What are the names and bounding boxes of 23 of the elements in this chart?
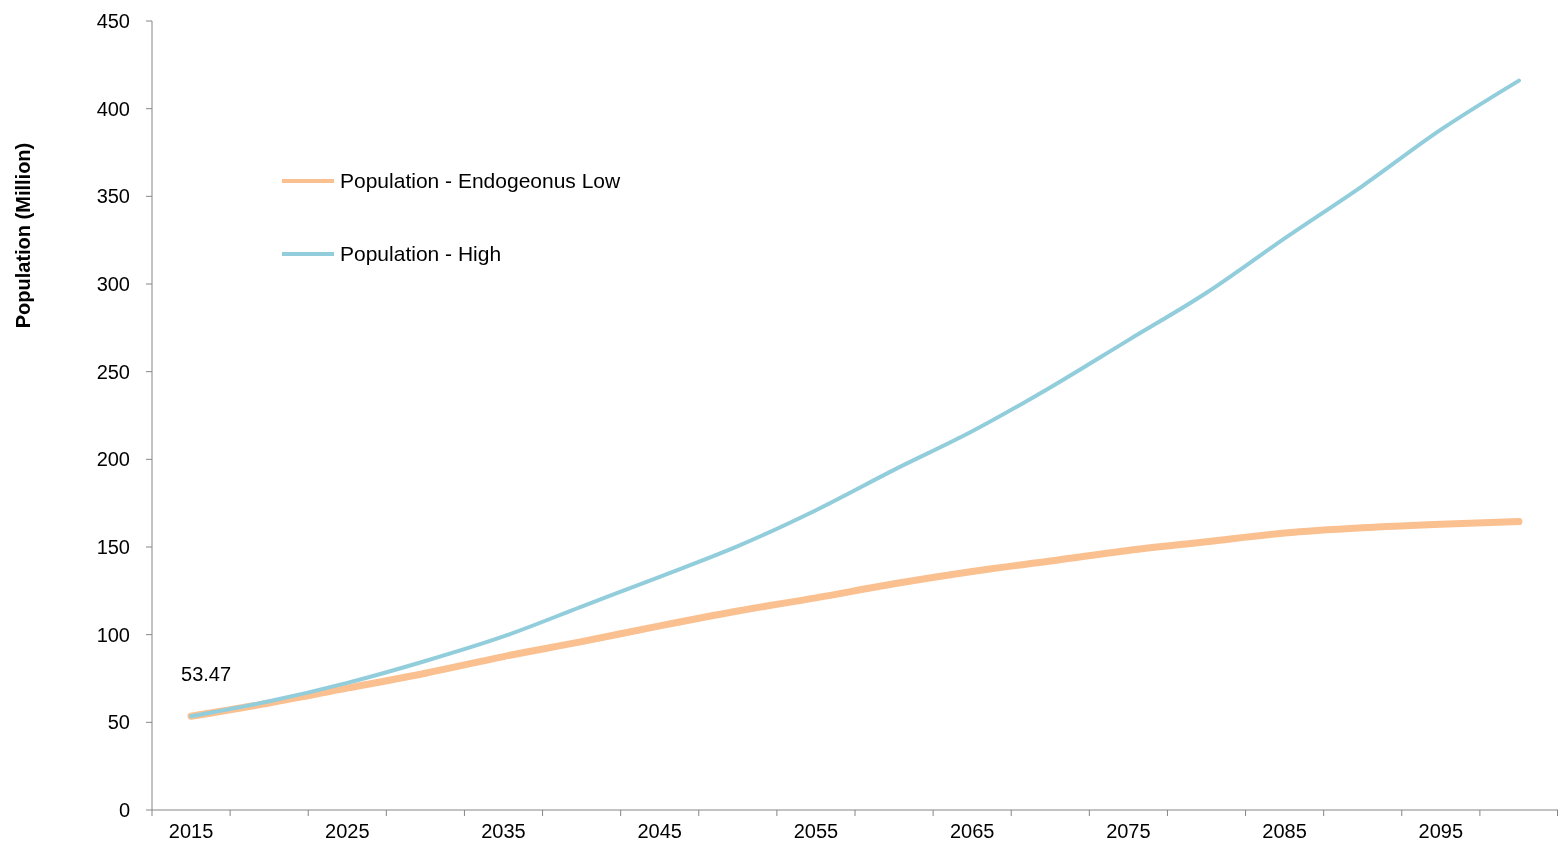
y-tick-label: 100 <box>96 623 130 646</box>
legend-label: Population - Endogeonus Low <box>340 169 622 193</box>
annotation: 53.47 <box>181 663 232 686</box>
x-tick-label: 2075 <box>1106 820 1151 842</box>
y-tick-label: 50 <box>107 711 130 734</box>
y-tick-label: 450 <box>96 10 130 32</box>
y-tick-label: 350 <box>96 185 130 208</box>
y-tick-label: 300 <box>96 273 130 295</box>
x-tick-label: 2085 <box>1262 820 1307 842</box>
x-tick-label: 2035 <box>481 820 526 842</box>
y-axis-title: Population (Million) <box>12 142 34 329</box>
x-tick-label: 2065 <box>949 820 995 842</box>
x-tick-label: 2045 <box>637 820 682 842</box>
y-tick-label: 0 <box>118 799 130 821</box>
y-tick-label: 250 <box>96 360 130 383</box>
x-tick-label: 2015 <box>168 820 214 842</box>
y-tick-label: 400 <box>96 97 130 120</box>
y-tick-label: 200 <box>96 448 130 471</box>
x-tick-label: 2055 <box>793 820 839 842</box>
y-tick-label: 150 <box>96 536 130 558</box>
legend-label: Population - High <box>340 242 502 266</box>
x-tick-label: 2095 <box>1418 820 1464 842</box>
x-tick-label: 2025 <box>325 820 370 842</box>
